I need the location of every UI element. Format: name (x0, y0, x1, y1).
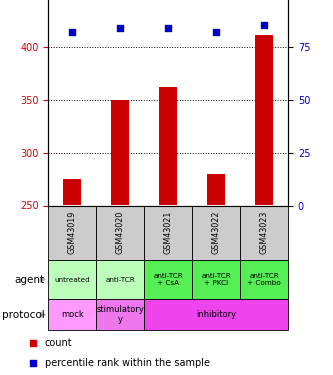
FancyBboxPatch shape (48, 206, 96, 260)
Text: untreated: untreated (54, 277, 90, 283)
FancyBboxPatch shape (144, 299, 288, 330)
Text: count: count (45, 338, 73, 348)
Text: GSM43019: GSM43019 (68, 211, 77, 254)
Point (70, 29, 75, 35)
Bar (111, 100, 129, 206)
Bar (63, 179, 81, 206)
Text: GSM43023: GSM43023 (259, 211, 269, 254)
Text: anti-TCR
+ PKCi: anti-TCR + PKCi (201, 273, 231, 286)
FancyBboxPatch shape (144, 206, 192, 260)
Point (118, 24, 123, 30)
Point (261, 22, 267, 28)
Text: anti-TCR
+ Combo: anti-TCR + Combo (247, 273, 281, 286)
Point (213, 29, 219, 35)
Text: anti-TCR: anti-TCR (105, 277, 135, 283)
Text: anti-TCR
+ CsA: anti-TCR + CsA (153, 273, 183, 286)
Text: mock: mock (61, 310, 84, 319)
Bar (207, 174, 225, 206)
Bar (255, 35, 273, 206)
Text: stimulatory
y: stimulatory y (96, 305, 144, 324)
FancyBboxPatch shape (48, 299, 96, 330)
Text: protocol: protocol (2, 310, 45, 320)
FancyBboxPatch shape (96, 206, 144, 260)
FancyBboxPatch shape (240, 206, 288, 260)
Text: GSM43021: GSM43021 (164, 211, 173, 254)
FancyBboxPatch shape (48, 260, 96, 299)
Text: inhibitory: inhibitory (196, 310, 236, 319)
FancyBboxPatch shape (192, 260, 240, 299)
Text: percentile rank within the sample: percentile rank within the sample (45, 358, 210, 368)
FancyBboxPatch shape (144, 260, 192, 299)
Point (166, 24, 171, 30)
Bar (159, 87, 177, 206)
Text: GSM43020: GSM43020 (116, 211, 125, 254)
FancyBboxPatch shape (96, 260, 144, 299)
Text: GSM43022: GSM43022 (211, 211, 221, 254)
FancyBboxPatch shape (192, 206, 240, 260)
FancyBboxPatch shape (240, 260, 288, 299)
Text: agent: agent (15, 274, 45, 285)
FancyBboxPatch shape (96, 299, 144, 330)
